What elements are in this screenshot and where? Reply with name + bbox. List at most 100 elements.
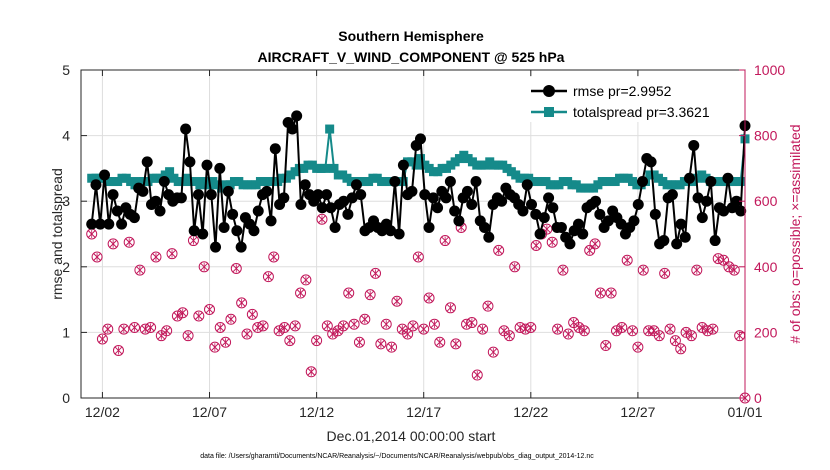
rmse-point <box>107 189 119 201</box>
rmse-point <box>440 192 452 204</box>
obs-count-marker <box>289 320 301 332</box>
y-right-tick-label: 1000 <box>754 62 785 78</box>
obs-count-marker <box>262 271 274 283</box>
rmse-point <box>86 218 98 230</box>
rmse-point <box>385 225 397 237</box>
rmse-point <box>94 218 106 230</box>
rmse-point <box>252 205 264 217</box>
obs-count-marker <box>503 330 515 342</box>
obs-count-marker <box>546 236 558 248</box>
rmse-point <box>214 162 226 174</box>
rmse-point <box>521 179 533 191</box>
rmse-point <box>197 228 209 240</box>
obs-count-marker <box>193 310 205 322</box>
totalspread-point <box>416 154 426 164</box>
y-right-tick-label: 600 <box>754 193 778 209</box>
x-tick-label: 12/22 <box>513 404 548 420</box>
legend-totalspread-label: totalspread pr=3.3621 <box>573 104 710 120</box>
legend: rmse pr=2.9952 totalspread pr=3.3621 <box>526 77 740 122</box>
rmse-series <box>86 110 751 253</box>
rmse-point <box>449 205 461 217</box>
legend-rmse-marker <box>543 85 555 97</box>
y-right-tick-label: 200 <box>754 324 778 340</box>
rmse-point <box>730 195 742 207</box>
obs-count-marker <box>493 244 505 256</box>
obs-count-marker <box>487 346 499 358</box>
obs-count-marker <box>375 338 387 350</box>
rmse-point <box>632 198 644 210</box>
rmse-point <box>483 231 495 243</box>
obs-count-marker <box>370 267 382 279</box>
rmse-point <box>227 208 239 220</box>
rmse-point <box>692 192 704 204</box>
obs-count-marker <box>348 318 360 330</box>
rmse-point <box>432 202 444 214</box>
rmse-point <box>517 205 529 217</box>
obs-count-marker <box>418 323 430 335</box>
rmse-point <box>637 176 649 188</box>
rmse-point <box>590 195 602 207</box>
rmse-point <box>210 241 222 253</box>
rmse-point <box>526 198 538 210</box>
x-tick-label: 12/07 <box>192 404 227 420</box>
obs-count-marker <box>134 264 146 276</box>
rmse-point <box>705 176 717 188</box>
rmse-point <box>564 238 576 250</box>
rmse-point <box>116 218 128 230</box>
rmse-point <box>231 225 243 237</box>
rmse-point <box>158 176 170 188</box>
obs-count-marker <box>428 318 440 330</box>
totalspread-point <box>165 167 175 177</box>
obs-count-marker <box>96 333 108 345</box>
rmse-point <box>188 225 200 237</box>
rmse-point <box>666 189 678 201</box>
obs-count-marker <box>209 341 221 353</box>
rmse-point <box>201 159 213 171</box>
rmse-point <box>137 185 149 197</box>
obs-count-marker <box>659 267 671 279</box>
obs-count-marker <box>246 308 258 320</box>
rmse-point <box>286 123 298 135</box>
obs-count-marker <box>407 320 419 332</box>
rmse-point <box>406 185 418 197</box>
obs-count-marker <box>102 323 114 335</box>
obs-count-marker <box>129 321 141 333</box>
rmse-point <box>594 208 606 220</box>
rmse-point <box>615 218 627 230</box>
rmse-point <box>180 123 192 135</box>
rmse-point <box>534 228 546 240</box>
legend-box <box>526 77 740 122</box>
obs-count-marker <box>600 340 612 352</box>
rmse-point <box>278 192 290 204</box>
obs-count-marker <box>637 264 649 276</box>
y-right-tick-label: 0 <box>754 390 762 406</box>
obs-count-marker <box>718 254 730 266</box>
totalspread-point <box>325 124 335 134</box>
obs-count-marker <box>402 328 414 340</box>
y-tick-label: 1 <box>62 324 70 340</box>
rmse-point <box>128 212 140 224</box>
legend-rmse-label: rmse pr=2.9952 <box>573 83 672 99</box>
rmse-point <box>325 202 337 214</box>
obs-count-marker <box>112 344 124 356</box>
obs-count-marker <box>316 213 328 225</box>
rmse-point <box>479 221 491 233</box>
rmse-point <box>265 215 277 227</box>
rmse-point <box>192 189 204 201</box>
x-axis-label: Dec.01,2014 00:00:00 start <box>327 428 496 444</box>
obs-count-markers <box>86 213 751 404</box>
rmse-point <box>342 208 354 220</box>
rmse-point <box>90 179 102 191</box>
rmse-point <box>414 133 426 145</box>
obs-count-marker <box>632 341 644 353</box>
obs-count-marker <box>145 321 157 333</box>
chart-subtitle: AIRCRAFT_V_WIND_COMPONENT @ 525 hPa <box>258 49 565 65</box>
obs-count-marker <box>230 262 242 274</box>
obs-count-marker <box>562 328 574 340</box>
rmse-point <box>329 221 341 233</box>
rmse-point <box>696 212 708 224</box>
rmse-point <box>453 215 465 227</box>
obs-count-marker <box>353 336 365 348</box>
rmse-point <box>658 235 670 247</box>
